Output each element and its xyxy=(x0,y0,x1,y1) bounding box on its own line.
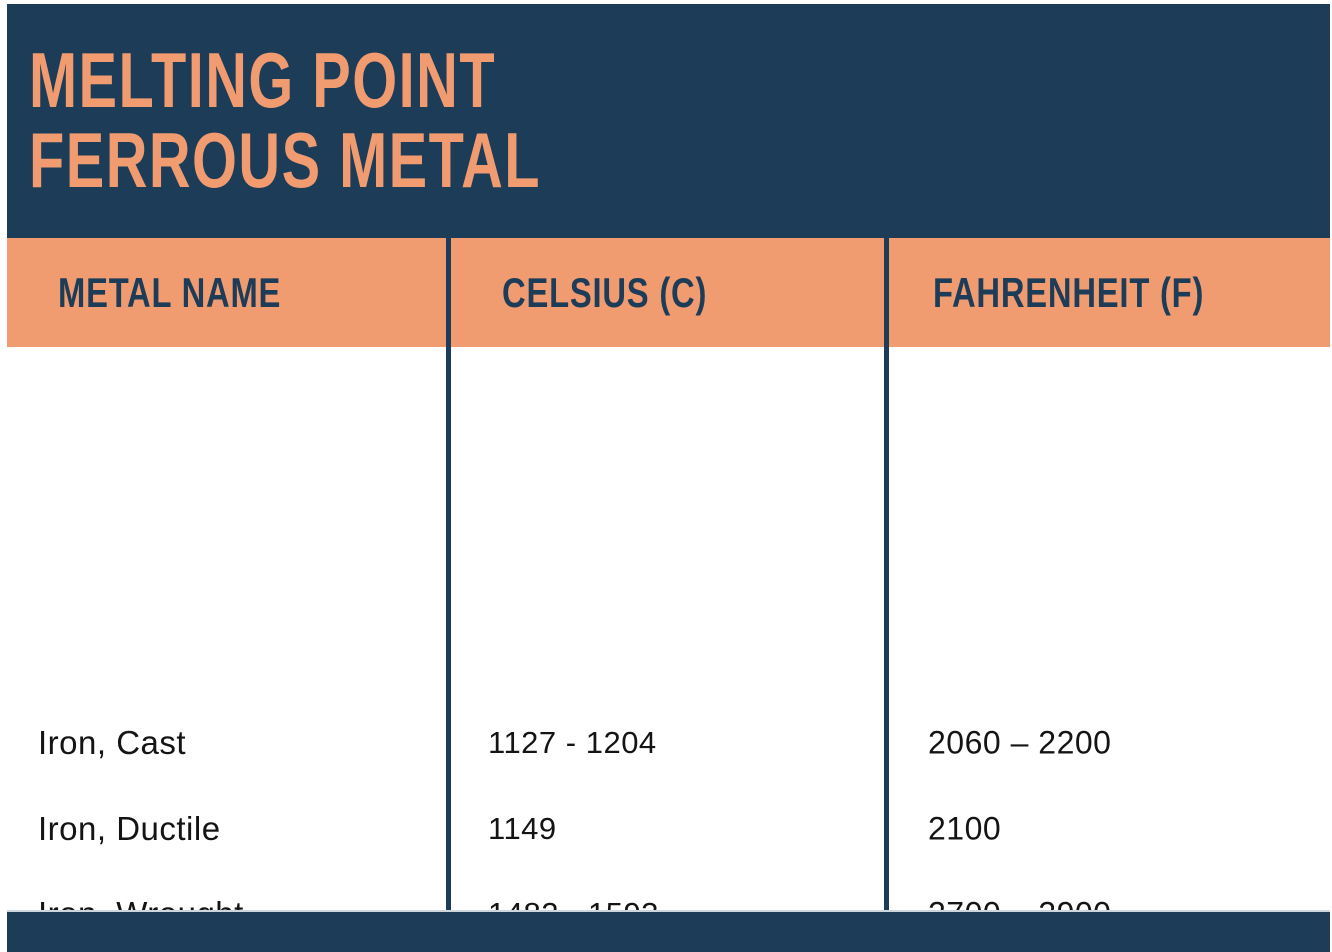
column-header-celsius: CELSIUS (C) xyxy=(502,268,708,316)
table-body: Iron, Cast 1127 - 1204 2060 – 2200 Iron,… xyxy=(7,347,1330,932)
page-title-line2: FERROUS METAL xyxy=(29,116,541,204)
metal-name-cell: Iron, Ductile xyxy=(38,810,221,847)
column-header-fahrenheit: FAHRENHEIT (F) xyxy=(933,268,1205,316)
footer-band xyxy=(7,910,1330,952)
column-divider-2 xyxy=(884,238,889,910)
column-divider-1 xyxy=(446,238,451,910)
title-band: MELTING POINT FERROUS METAL xyxy=(7,4,1330,238)
celsius-cell: 1149 xyxy=(488,811,557,846)
melting-point-card: MELTING POINT FERROUS METAL METAL NAME C… xyxy=(7,4,1330,952)
metal-name-cell: Iron, Cast xyxy=(38,724,187,761)
table-row: Iron, Cast 1127 - 1204 2060 – 2200 xyxy=(7,712,1330,774)
fahrenheit-cell: 2100 xyxy=(928,810,1002,847)
table-header-row: METAL NAME CELSIUS (C) FAHRENHEIT (F) xyxy=(7,238,1330,347)
page-title-line1: MELTING POINT xyxy=(29,36,497,124)
celsius-cell: 1127 - 1204 xyxy=(488,725,657,760)
fahrenheit-cell: 2060 – 2200 xyxy=(928,724,1112,761)
page-title: MELTING POINT FERROUS METAL xyxy=(29,40,541,200)
column-header-metal-name: METAL NAME xyxy=(58,268,282,316)
table-row: Iron, Ductile 1149 2100 xyxy=(7,798,1330,860)
